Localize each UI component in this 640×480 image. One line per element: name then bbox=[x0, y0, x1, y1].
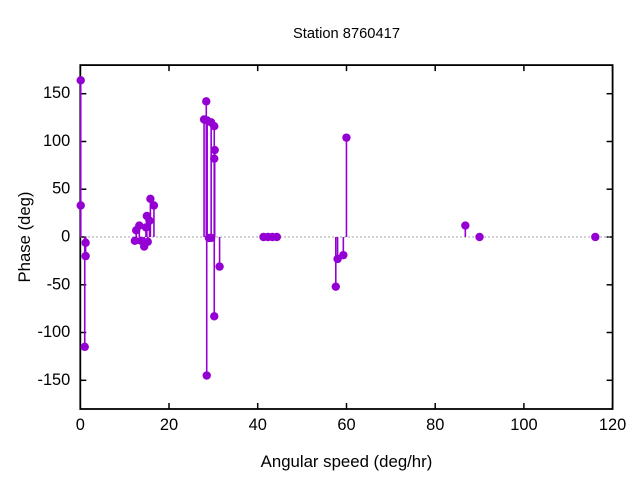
svg-text:50: 50 bbox=[52, 180, 70, 198]
svg-text:150: 150 bbox=[43, 84, 70, 102]
svg-text:-50: -50 bbox=[47, 275, 71, 293]
svg-text:120: 120 bbox=[599, 416, 626, 434]
svg-text:0: 0 bbox=[76, 416, 85, 434]
svg-text:40: 40 bbox=[249, 416, 267, 434]
svg-text:-150: -150 bbox=[37, 371, 70, 389]
svg-text:100: 100 bbox=[510, 416, 537, 434]
svg-text:80: 80 bbox=[426, 416, 444, 434]
svg-text:-100: -100 bbox=[37, 323, 70, 341]
svg-text:20: 20 bbox=[160, 416, 178, 434]
svg-text:60: 60 bbox=[337, 416, 355, 434]
svg-text:0: 0 bbox=[61, 228, 70, 246]
svg-text:100: 100 bbox=[43, 132, 70, 150]
